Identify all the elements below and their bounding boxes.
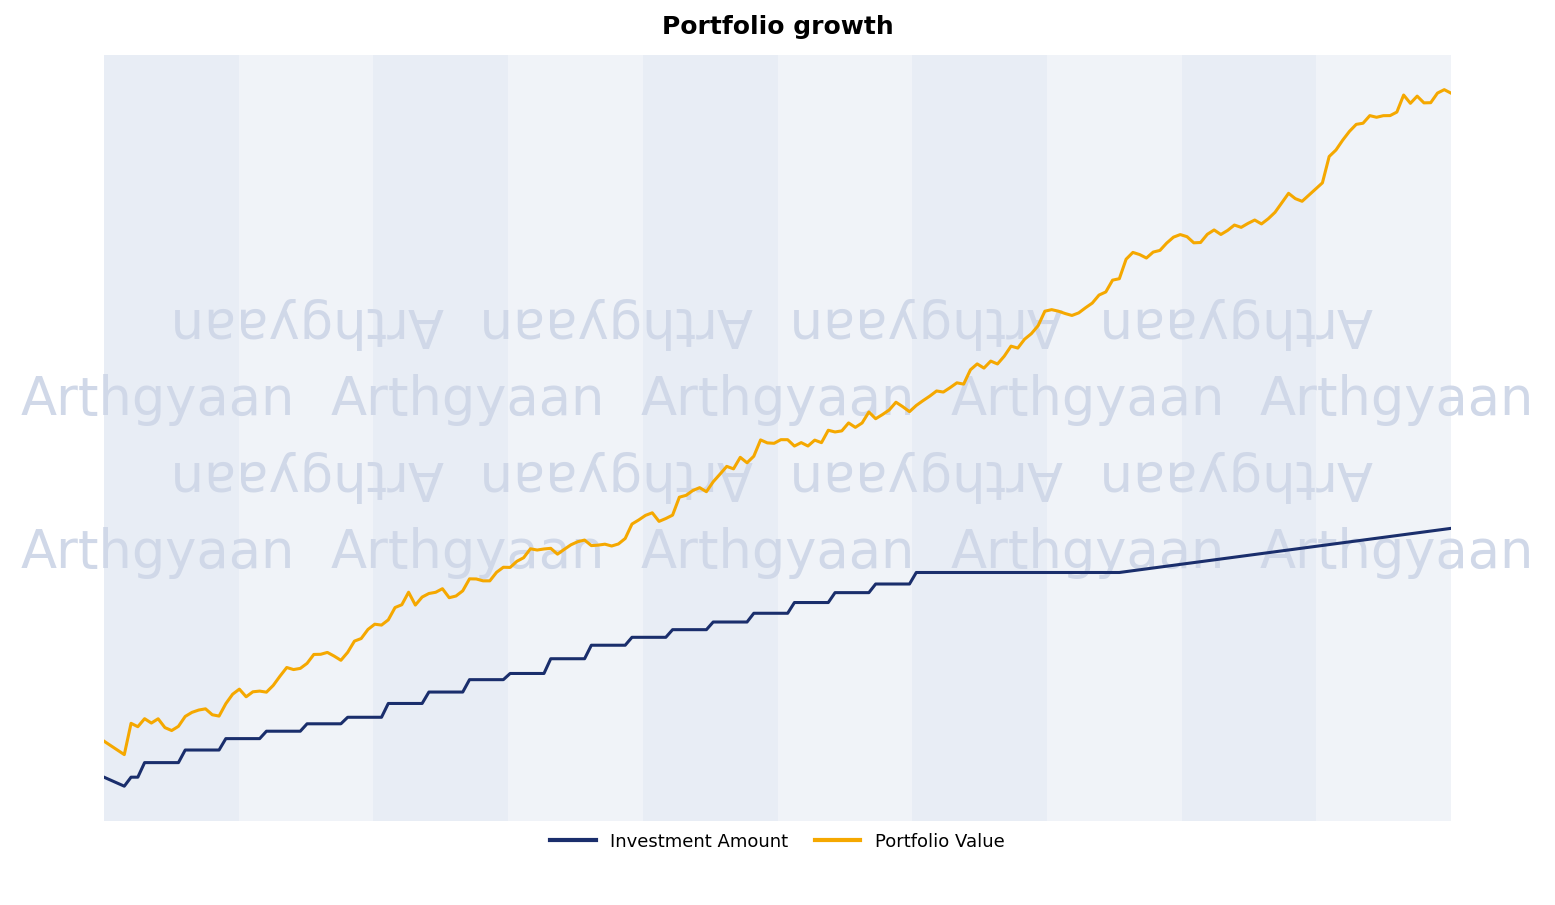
Title: Portfolio growth: Portfolio growth [661, 15, 894, 39]
Text: Arthgyaan: Arthgyaan [331, 527, 605, 579]
Bar [642, 55, 778, 821]
Portfolio Value [95, 736, 114, 747]
Text: Arthgyaan: Arthgyaan [169, 297, 443, 349]
Portfolio Value [1435, 84, 1454, 95]
Text: Arthgyaan: Arthgyaan [950, 527, 1224, 579]
Investment Amount [182, 745, 201, 756]
Portfolio Value [460, 574, 479, 585]
Text: Arthgyaan: Arthgyaan [479, 297, 753, 349]
Text: Arthgyaan: Arthgyaan [641, 527, 914, 579]
Line: Portfolio Value: Portfolio Value [104, 90, 1451, 755]
Bar [1317, 55, 1451, 821]
Bar [1182, 55, 1317, 821]
Text: Arthgyaan: Arthgyaan [1098, 450, 1373, 502]
Text: Arthgyaan: Arthgyaan [169, 450, 443, 502]
Text: Arthgyaan: Arthgyaan [1260, 374, 1535, 425]
Portfolio Value [351, 634, 370, 644]
Text: Arthgyaan: Arthgyaan [788, 450, 1064, 502]
Investment Amount [1333, 538, 1351, 548]
Text: Arthgyaan: Arthgyaan [1098, 297, 1373, 349]
Bar [778, 55, 913, 821]
Portfolio Value [1441, 88, 1460, 99]
Text: Arthgyaan: Arthgyaan [950, 374, 1224, 425]
Bar [508, 55, 642, 821]
Text: Arthgyaan: Arthgyaan [20, 527, 295, 579]
Investment Amount [351, 712, 370, 723]
Bar [104, 55, 238, 821]
Investment Amount [115, 781, 134, 792]
Bar [238, 55, 373, 821]
Text: Arthgyaan: Arthgyaan [331, 374, 605, 425]
Text: Arthgyaan: Arthgyaan [641, 374, 914, 425]
Portfolio Value [156, 722, 174, 733]
Legend: Investment Amount, Portfolio Value: Investment Amount, Portfolio Value [543, 825, 1012, 858]
Portfolio Value [1381, 110, 1400, 121]
Line: Investment Amount: Investment Amount [104, 529, 1451, 786]
Text: Arthgyaan: Arthgyaan [20, 374, 295, 425]
Text: Arthgyaan: Arthgyaan [479, 450, 753, 502]
Investment Amount [460, 674, 479, 685]
Portfolio Value [115, 749, 134, 760]
Portfolio Value [1333, 135, 1351, 146]
Investment Amount [1381, 531, 1400, 542]
Bar [913, 55, 1047, 821]
Text: Arthgyaan: Arthgyaan [1260, 527, 1535, 579]
Investment Amount [1441, 523, 1460, 534]
Portfolio Value [182, 707, 201, 718]
Text: Arthgyaan: Arthgyaan [788, 297, 1064, 349]
Bar [373, 55, 508, 821]
Investment Amount [156, 757, 174, 768]
Bar [1047, 55, 1182, 821]
Investment Amount [95, 772, 114, 783]
